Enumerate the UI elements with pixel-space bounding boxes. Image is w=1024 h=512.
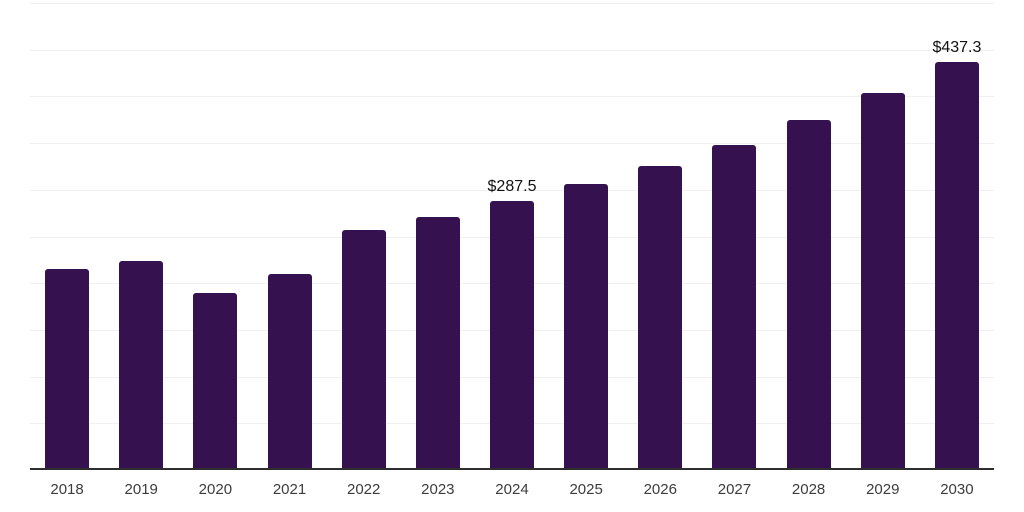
bar-2022 <box>341 229 386 470</box>
gridline <box>30 49 994 51</box>
x-axis: 2018 2019 2020 2021 2022 2023 2024 2025 2026 2027… <box>30 481 994 503</box>
x-axis-line <box>30 468 994 470</box>
bar-2018 <box>45 269 90 470</box>
x-tick-label-2024: 2024 <box>495 481 529 498</box>
gridline <box>30 96 994 98</box>
bar-2020 <box>193 293 238 470</box>
bar-2029 <box>860 92 905 470</box>
x-tick-label-2028: 2028 <box>791 481 826 498</box>
x-tick-label-2026: 2026 <box>643 481 677 498</box>
bar-2028 <box>786 119 831 470</box>
bar-2025 <box>564 184 609 470</box>
bar-2026 <box>638 165 683 470</box>
bar-2021 <box>267 273 312 470</box>
gridline <box>30 143 994 145</box>
x-tick-label-2022: 2022 <box>346 481 381 498</box>
x-tick-label-2020: 2020 <box>198 481 233 498</box>
x-tick-label-2025: 2025 <box>569 481 603 498</box>
x-tick-label-2029: 2029 <box>866 481 900 498</box>
plot-area: $287.5 $437.3 <box>30 3 994 470</box>
x-tick-label-2019: 2019 <box>124 481 158 498</box>
x-tick-label-2030: 2030 <box>940 481 974 498</box>
x-tick-label-2018: 2018 <box>50 481 84 498</box>
x-tick-label-2027: 2027 <box>717 481 752 498</box>
gridline <box>30 189 994 191</box>
bar-2030 <box>934 61 979 470</box>
bar-2027 <box>712 144 757 470</box>
bar-value-label-2030: $437.3 <box>932 38 982 56</box>
gridline <box>30 3 994 4</box>
x-tick-label-2021: 2021 <box>272 481 307 498</box>
bar-2024 <box>490 201 534 470</box>
x-tick-label-2023: 2023 <box>421 481 455 498</box>
bar-2023 <box>415 216 460 470</box>
bar-value-label-2024: $287.5 <box>487 178 537 196</box>
bar-2019 <box>119 260 164 470</box>
